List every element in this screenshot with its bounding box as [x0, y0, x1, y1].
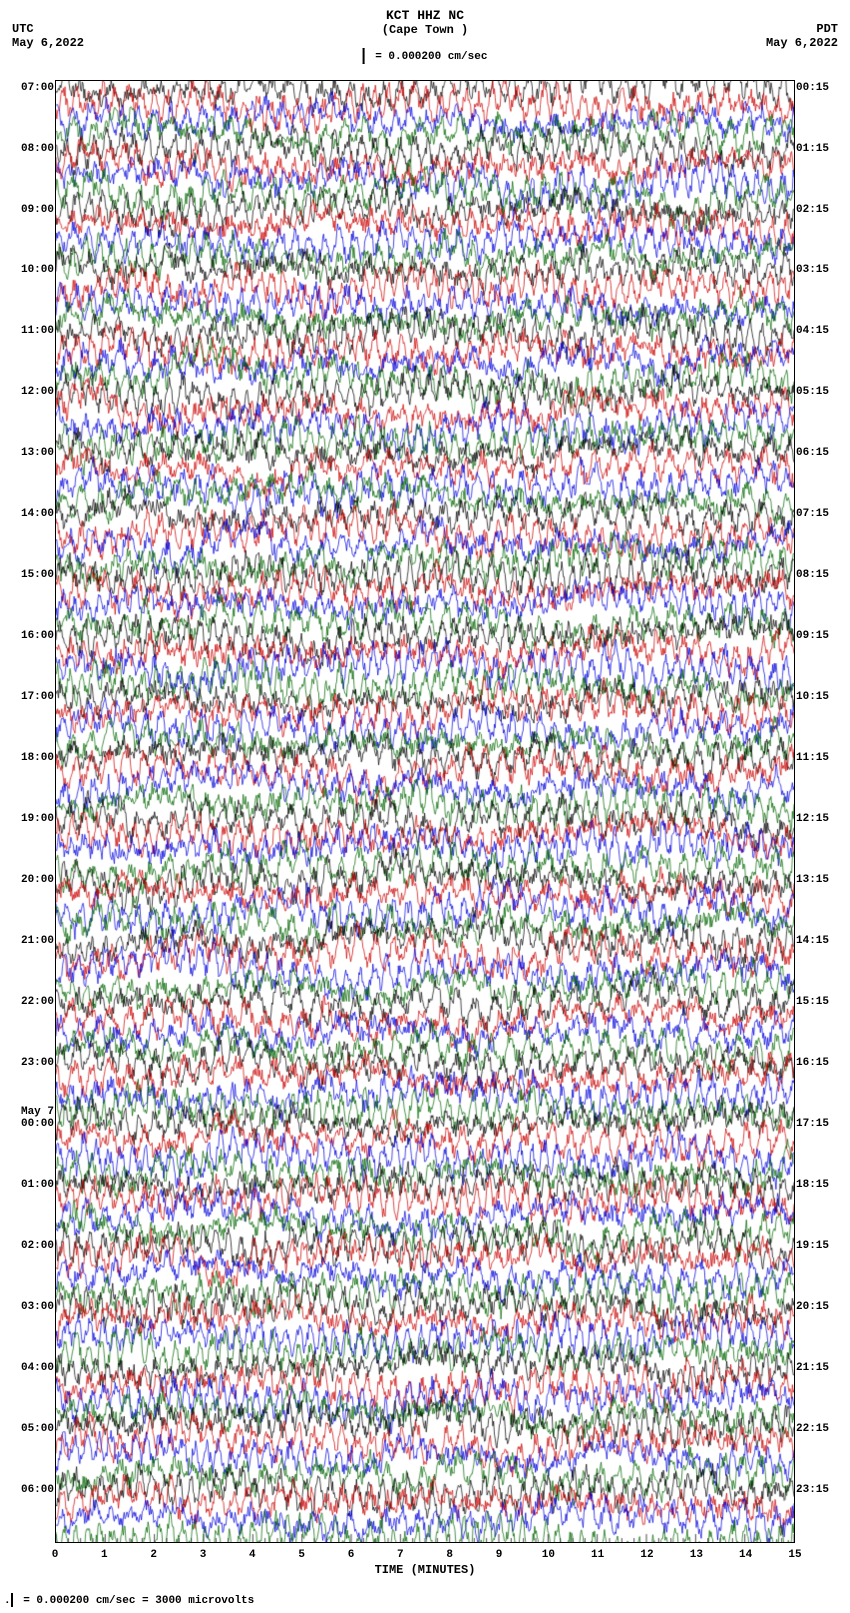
pdt-hour-label: 13:15 [796, 875, 846, 886]
pdt-hour-label: 02:15 [796, 205, 846, 216]
right-date-label: May 6,2022 [766, 36, 838, 50]
utc-hour-label: 15:00 [4, 570, 54, 581]
x-axis-ticks: 0123456789101112131415 [55, 1549, 795, 1563]
x-tick-label: 12 [640, 1549, 653, 1561]
x-tick-label: 3 [200, 1549, 207, 1561]
pdt-hour-label: 21:15 [796, 1363, 846, 1374]
x-tick-label: 0 [52, 1549, 59, 1561]
utc-hour-label: 11:00 [4, 326, 54, 337]
left-tz-label: UTC [12, 22, 84, 36]
station-id: KCT HHZ NC [0, 8, 850, 23]
utc-hour-label: 20:00 [4, 875, 54, 886]
utc-hour-label: 12:00 [4, 387, 54, 398]
utc-hour-label: 08:00 [4, 144, 54, 155]
pdt-hour-label: 08:15 [796, 570, 846, 581]
utc-midnight-date: May 7 [4, 1107, 54, 1118]
utc-hour-label: 22:00 [4, 997, 54, 1008]
left-timezone-block: UTC May 6,2022 [12, 22, 84, 50]
pdt-hour-label: 15:15 [796, 997, 846, 1008]
utc-hour-label: 23:00 [4, 1058, 54, 1069]
pdt-hour-label: 19:15 [796, 1241, 846, 1252]
pdt-hour-label: 18:15 [796, 1180, 846, 1191]
x-tick-label: 9 [496, 1549, 503, 1561]
pdt-hour-label: 05:15 [796, 387, 846, 398]
utc-hour-label: 03:00 [4, 1302, 54, 1313]
right-timezone-block: PDT May 6,2022 [766, 22, 838, 50]
pdt-hour-label: 14:15 [796, 936, 846, 947]
utc-hour-label: 07:00 [4, 83, 54, 94]
pdt-hour-label: 07:15 [796, 509, 846, 520]
x-tick-label: 2 [150, 1549, 157, 1561]
utc-hour-label: 10:00 [4, 265, 54, 276]
pdt-hour-label: 22:15 [796, 1424, 846, 1435]
utc-hour-label: 19:00 [4, 814, 54, 825]
right-tz-label: PDT [766, 22, 838, 36]
utc-hour-label: 14:00 [4, 509, 54, 520]
utc-hour-label: 01:00 [4, 1180, 54, 1191]
x-tick-label: 11 [591, 1549, 604, 1561]
seismogram-container: KCT HHZ NC (Cape Town ) = 0.000200 cm/se… [0, 0, 850, 1613]
x-tick-label: 14 [739, 1549, 752, 1561]
utc-hour-label: 09:00 [4, 205, 54, 216]
scale-text: = 0.000200 cm/sec [375, 51, 487, 63]
utc-hour-labels: 07:00 08:00 09:00 10:00 11:00 12:00 13:00 14:00… [4, 80, 54, 1543]
pdt-hour-label: 17:15 [796, 1119, 846, 1130]
pdt-hour-label: 00:15 [796, 83, 846, 94]
utc-hour-label: 05:00 [4, 1424, 54, 1435]
utc-hour-label: 17:00 [4, 692, 54, 703]
pdt-hour-label: 09:15 [796, 631, 846, 642]
utc-hour-label: 02:00 [4, 1241, 54, 1252]
pdt-hour-labels: 00:15 01:15 02:15 03:15 04:15 05:15 06:15 07:15… [796, 80, 846, 1543]
x-tick-label: 13 [690, 1549, 703, 1561]
x-tick-label: 8 [446, 1549, 453, 1561]
pdt-hour-label: 12:15 [796, 814, 846, 825]
scale-bar-icon [363, 48, 365, 64]
x-tick-label: 4 [249, 1549, 256, 1561]
utc-hour-label: 00:00May 7 [4, 1119, 54, 1130]
seismo-canvas [56, 81, 794, 1542]
utc-hour-label: 16:00 [4, 631, 54, 642]
x-tick-label: 6 [348, 1549, 355, 1561]
x-tick-label: 10 [542, 1549, 555, 1561]
chart-title: KCT HHZ NC (Cape Town ) [0, 8, 850, 37]
x-tick-label: 5 [298, 1549, 305, 1561]
utc-hour-label: 06:00 [4, 1485, 54, 1496]
footer-text: = 0.000200 cm/sec = 3000 microvolts [23, 1595, 254, 1607]
utc-hour-label: 21:00 [4, 936, 54, 947]
utc-hour-label: 04:00 [4, 1363, 54, 1374]
pdt-hour-label: 04:15 [796, 326, 846, 337]
pdt-hour-label: 16:15 [796, 1058, 846, 1069]
scale-bar-icon [11, 1593, 13, 1607]
left-date-label: May 6,2022 [12, 36, 84, 50]
utc-hour-label: 18:00 [4, 753, 54, 764]
pdt-hour-label: 23:15 [796, 1485, 846, 1496]
x-tick-label: 7 [397, 1549, 404, 1561]
pdt-hour-label: 01:15 [796, 144, 846, 155]
x-tick-label: 15 [788, 1549, 801, 1561]
x-tick-label: 1 [101, 1549, 108, 1561]
pdt-hour-label: 20:15 [796, 1302, 846, 1313]
pdt-hour-label: 03:15 [796, 265, 846, 276]
pdt-hour-label: 10:15 [796, 692, 846, 703]
utc-hour-label: 13:00 [4, 448, 54, 459]
station-location: (Cape Town ) [0, 23, 850, 37]
helicorder-plot [55, 80, 795, 1543]
pdt-hour-label: 11:15 [796, 753, 846, 764]
x-axis-title: TIME (MINUTES) [0, 1563, 850, 1577]
footer-scale: . = 0.000200 cm/sec = 3000 microvolts [4, 1593, 254, 1607]
amplitude-scale-label: = 0.000200 cm/sec [363, 48, 488, 64]
pdt-hour-label: 06:15 [796, 448, 846, 459]
